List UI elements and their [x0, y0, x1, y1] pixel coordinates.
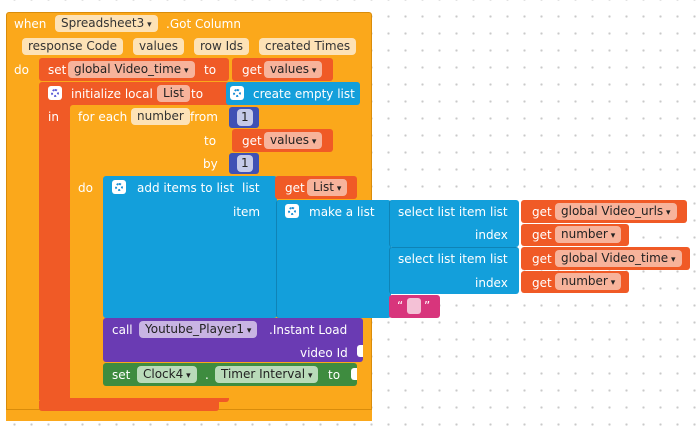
- select1-list-label: list: [490, 205, 508, 219]
- set-clock-to-socket[interactable]: [351, 368, 357, 380]
- make-a-list-label: make a list: [309, 205, 375, 219]
- add-items-gear-icon[interactable]: [112, 180, 126, 194]
- for-each-from-label: from: [190, 110, 218, 124]
- add-items-list-label: list: [242, 181, 260, 195]
- select1-label: select list item: [398, 205, 487, 219]
- event-component-dropdown[interactable]: Spreadsheet3: [55, 15, 158, 32]
- for-each-do-label: do: [78, 181, 93, 195]
- select2-list-label: list: [490, 252, 508, 266]
- call-method-label: .Instant Load: [269, 323, 348, 337]
- event-name-label: .Got Column: [166, 17, 241, 31]
- create-empty-list-label: create empty list: [253, 87, 355, 101]
- event-param-created-times[interactable]: created Times: [259, 38, 357, 55]
- empty-text-open-quote: “: [397, 299, 404, 313]
- get-values-1-get-label: get: [242, 63, 262, 77]
- select2-get-label: get: [532, 252, 552, 266]
- select2-index-dropdown[interactable]: number: [555, 273, 622, 290]
- for-each-var-field[interactable]: number: [131, 108, 190, 125]
- for-each-bottom-bar: [70, 388, 233, 398]
- get-list-get-label: get: [285, 181, 305, 195]
- video-id-socket[interactable]: [357, 345, 363, 357]
- empty-text-close-quote: ”: [424, 299, 431, 313]
- init-local-bottom-bar: [39, 401, 219, 411]
- select2-list-dropdown[interactable]: global Video_time: [555, 250, 682, 267]
- select2-index-get-label: get: [532, 276, 552, 290]
- init-local-in-label: in: [48, 110, 59, 124]
- set-global-to-label: to: [204, 63, 217, 77]
- number-by-field[interactable]: 1: [237, 155, 253, 172]
- select2-label: select list item: [398, 252, 487, 266]
- create-empty-list-block[interactable]: [226, 82, 360, 105]
- select1-get-label: get: [532, 205, 552, 219]
- select1-index-label: index: [475, 228, 508, 242]
- event-param-response-code[interactable]: response Code: [22, 38, 124, 55]
- for-each-by-label: by: [203, 157, 218, 171]
- select-list-item-block-1[interactable]: [389, 200, 519, 247]
- get-values-2-dropdown[interactable]: values: [264, 132, 323, 149]
- add-items-item-label: item: [233, 205, 261, 219]
- get-list-dropdown[interactable]: List: [307, 179, 348, 196]
- make-a-list-gear-icon[interactable]: [285, 204, 299, 218]
- event-param-values[interactable]: values: [133, 38, 185, 55]
- set-clock-to-label: to: [328, 368, 341, 382]
- select1-index-dropdown[interactable]: number: [555, 226, 622, 243]
- get-values-1-dropdown[interactable]: values: [264, 61, 323, 78]
- select-list-item-block-2[interactable]: [389, 247, 519, 294]
- select1-index-get-label: get: [532, 228, 552, 242]
- set-clock-set-label: set: [112, 368, 131, 382]
- for-each-to-label: to: [204, 134, 217, 148]
- add-items-label: add items to list: [137, 181, 235, 195]
- event-param-row-ids[interactable]: row Ids: [194, 38, 250, 55]
- empty-text-field[interactable]: [407, 298, 421, 314]
- select1-list-dropdown[interactable]: global Video_urls: [555, 203, 677, 220]
- set-global-var-dropdown[interactable]: global Video_time: [68, 61, 195, 78]
- number-from-field[interactable]: 1: [237, 109, 253, 126]
- for-each-label: for each: [78, 110, 128, 124]
- set-clock-component-dropdown[interactable]: Clock4: [137, 366, 197, 383]
- add-items-block[interactable]: [103, 176, 277, 318]
- event-when-label: when: [14, 17, 47, 31]
- event-do-label: do: [14, 63, 29, 77]
- call-component-dropdown[interactable]: Youtube_Player1: [139, 321, 258, 338]
- init-local-to-label: to: [191, 87, 204, 101]
- init-local-name-field[interactable]: List: [157, 85, 190, 102]
- init-local-gear-icon[interactable]: [48, 86, 62, 100]
- call-label: call: [112, 323, 133, 337]
- set-global-set-label: set: [48, 63, 67, 77]
- select2-index-label: index: [475, 276, 508, 290]
- set-clock-dot-label: .: [205, 368, 209, 382]
- make-a-list-block[interactable]: [276, 200, 391, 318]
- init-local-label: initialize local: [71, 87, 153, 101]
- set-clock-property-dropdown[interactable]: Timer Interval: [215, 366, 319, 383]
- get-values-2-get-label: get: [242, 134, 262, 148]
- create-empty-list-gear-icon[interactable]: [230, 86, 244, 100]
- call-arg-label: video Id: [300, 346, 348, 360]
